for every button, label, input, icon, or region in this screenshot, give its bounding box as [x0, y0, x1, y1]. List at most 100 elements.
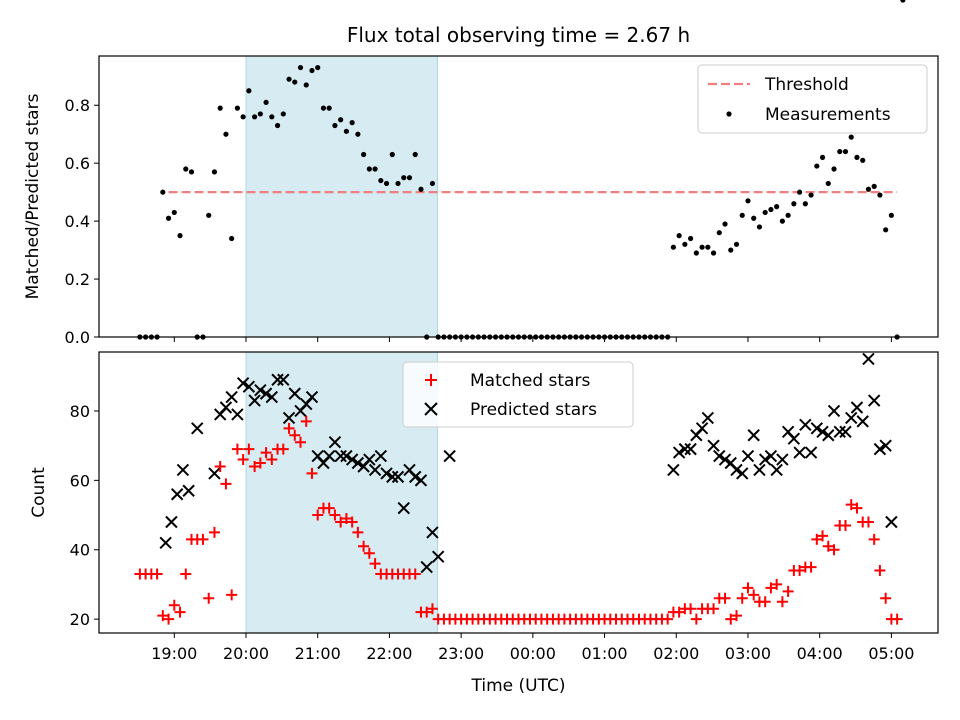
- matched-legend-swatch: [425, 374, 437, 386]
- count-axis-ticks: 19:00 20:00 21:00 22:00 23:00 00:00 01:00 02:00…: [70, 402, 915, 663]
- matched-star-point: [289, 429, 301, 441]
- matched-star-point: [771, 578, 783, 590]
- measurement-point: [825, 180, 831, 187]
- x-tick-label: 02:00: [653, 644, 699, 663]
- ratio-y-tick-label: 0.4: [65, 212, 90, 231]
- measurement-point: [366, 166, 372, 172]
- predicted-star-point: [265, 390, 279, 404]
- predicted-star-point: [747, 429, 760, 442]
- count-legend: Matched stars Predicted stars: [402, 361, 634, 428]
- measurement-point: [292, 79, 298, 85]
- measurement-point: [722, 221, 728, 227]
- measurement-point: [217, 105, 223, 111]
- matched-star-point: [811, 533, 823, 545]
- matched-star-point: [690, 613, 702, 625]
- predicted-star-point: [833, 425, 846, 438]
- matched-star-point: [805, 561, 817, 573]
- predicted-star-point: [159, 536, 172, 550]
- matched-star-point: [673, 606, 685, 618]
- measurement-point: [802, 201, 808, 207]
- x-tick-label: 21:00: [295, 644, 341, 663]
- predicted-star-point: [397, 501, 410, 515]
- measurement-point: [774, 204, 780, 210]
- matched-star-point: [151, 568, 163, 580]
- matched-star-point: [742, 582, 754, 594]
- matched-star-point: [736, 592, 748, 604]
- x-tick-label: 19:00: [151, 644, 197, 663]
- matched-star-point: [358, 540, 370, 552]
- measurement-point: [676, 233, 682, 239]
- x-tick-label: 05:00: [868, 644, 914, 663]
- predicted-star-point: [730, 463, 743, 477]
- matched-star-point: [719, 592, 731, 604]
- measurement-point: [791, 201, 797, 207]
- measurements-legend-swatch: [726, 111, 732, 117]
- matched-star-point: [662, 613, 674, 625]
- ratio-y-axis-label: Matched/Predicted stars: [23, 93, 43, 299]
- measurement-point: [326, 105, 332, 111]
- matched-star-point: [776, 596, 788, 608]
- predicted-star-point: [345, 453, 359, 466]
- predicted-star-point: [810, 422, 824, 435]
- matched-star-point: [226, 589, 238, 601]
- measurement-point: [900, 0, 906, 3]
- matched-star-point: [782, 585, 794, 597]
- x-tick-label: 04:00: [797, 644, 843, 663]
- matched-star-point: [426, 603, 438, 615]
- matched-star-point: [203, 592, 215, 604]
- measurement-point: [309, 67, 315, 74]
- measurement-point: [338, 117, 344, 123]
- predicted-star-point: [770, 463, 783, 477]
- predicted-star-point: [827, 404, 841, 418]
- measurement-point: [171, 209, 177, 216]
- matched-star-point: [839, 519, 851, 531]
- matched-star-point: [266, 454, 278, 466]
- matched-star-point: [295, 436, 307, 448]
- predicted-star-point: [368, 463, 382, 477]
- matched-star-point: [759, 596, 771, 608]
- predicted-star-point: [409, 470, 422, 484]
- ratio-y-tick-label: 0.0: [65, 328, 90, 347]
- count-y-tick-label: 40: [70, 541, 90, 560]
- observing-window-shade-top: [245, 55, 438, 338]
- measurement-point: [177, 233, 183, 239]
- predicted-star-point: [701, 411, 715, 425]
- predicted-star-point: [231, 408, 244, 421]
- predicted-star-point: [873, 442, 887, 456]
- predicted-star-point: [713, 449, 726, 463]
- ratio-panel: 0.00.20.40.60.8 Matched/Predicted stars …: [23, 0, 939, 347]
- matched-star-point: [312, 509, 324, 521]
- measurement-point: [705, 244, 711, 250]
- matched-star-point: [421, 606, 433, 618]
- matched-star-point: [197, 533, 209, 545]
- matched-star-point: [254, 457, 266, 469]
- count-y-tick-label: 80: [70, 402, 90, 421]
- predicted-star-point: [736, 467, 749, 480]
- matched-star-point: [231, 443, 243, 455]
- matched-star-point: [851, 502, 863, 514]
- measurement-point: [280, 111, 286, 117]
- predicted-star-point: [259, 387, 273, 400]
- count-y-tick-label: 20: [70, 610, 90, 629]
- measurement-point: [831, 166, 837, 172]
- predicted-star-point: [374, 449, 388, 463]
- measurement-point: [211, 169, 218, 175]
- x-axis-label: Time (UTC): [471, 676, 566, 696]
- predicted-star-point: [386, 470, 399, 484]
- predicted-star-point: [182, 484, 195, 497]
- predicted-legend-label: Predicted stars: [470, 400, 597, 420]
- measurement-point: [286, 76, 292, 82]
- x-tick-label: 22:00: [366, 644, 412, 663]
- matched-star-point: [180, 568, 192, 580]
- measurement-point: [716, 230, 722, 236]
- measurement-point: [383, 180, 390, 187]
- predicted-star-point: [391, 470, 405, 484]
- predicted-star-point: [695, 422, 709, 435]
- predicted-star-point: [845, 411, 858, 425]
- matched-star-point: [817, 530, 829, 542]
- measurement-point: [378, 177, 384, 184]
- predicted-star-point: [277, 373, 290, 386]
- predicted-star-point: [340, 449, 353, 463]
- predicted-star-point: [414, 474, 428, 487]
- predicted-star-point: [839, 425, 852, 438]
